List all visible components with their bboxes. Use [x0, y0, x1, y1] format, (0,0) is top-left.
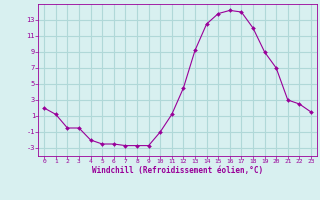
X-axis label: Windchill (Refroidissement éolien,°C): Windchill (Refroidissement éolien,°C) — [92, 166, 263, 175]
